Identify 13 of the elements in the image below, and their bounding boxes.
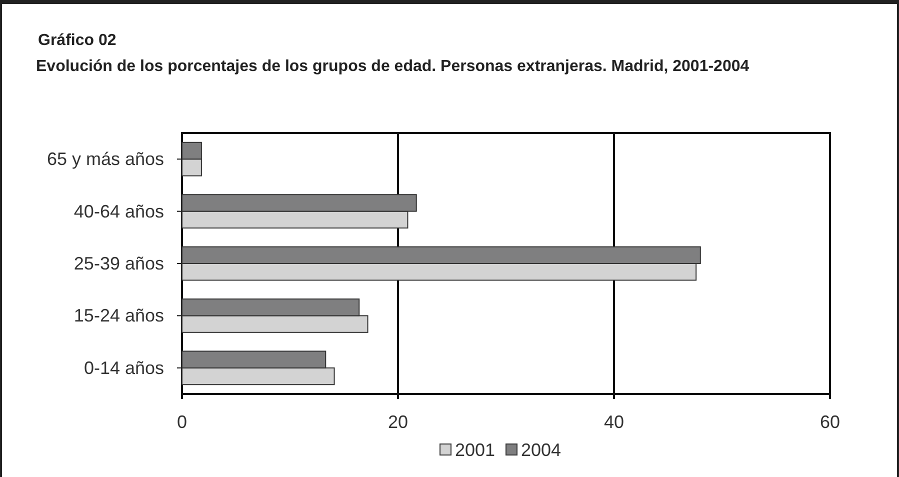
y-tick-label: 0-14 años bbox=[84, 358, 164, 378]
chart-title: Gráfico 02 bbox=[38, 32, 116, 49]
legend-label: 2004 bbox=[521, 440, 562, 460]
legend-label: 2001 bbox=[455, 440, 496, 460]
y-tick-label: 40-64 años bbox=[74, 201, 164, 222]
y-tick-label: 15-24 años bbox=[74, 306, 164, 326]
x-tick-label: 60 bbox=[820, 412, 840, 432]
x-tick-label: 20 bbox=[388, 412, 408, 432]
x-tick-label: 0 bbox=[176, 412, 188, 432]
chart-subtitle: Evolución de los porcentajes de los grupos de edad. Personas extranjeras. Madrid, 2001-2004 bbox=[36, 57, 750, 77]
x-tick-label: 40 bbox=[604, 412, 624, 432]
y-tick-label: 65 y más años bbox=[46, 149, 164, 170]
y-tick-label: 25-39 años bbox=[74, 254, 164, 274]
